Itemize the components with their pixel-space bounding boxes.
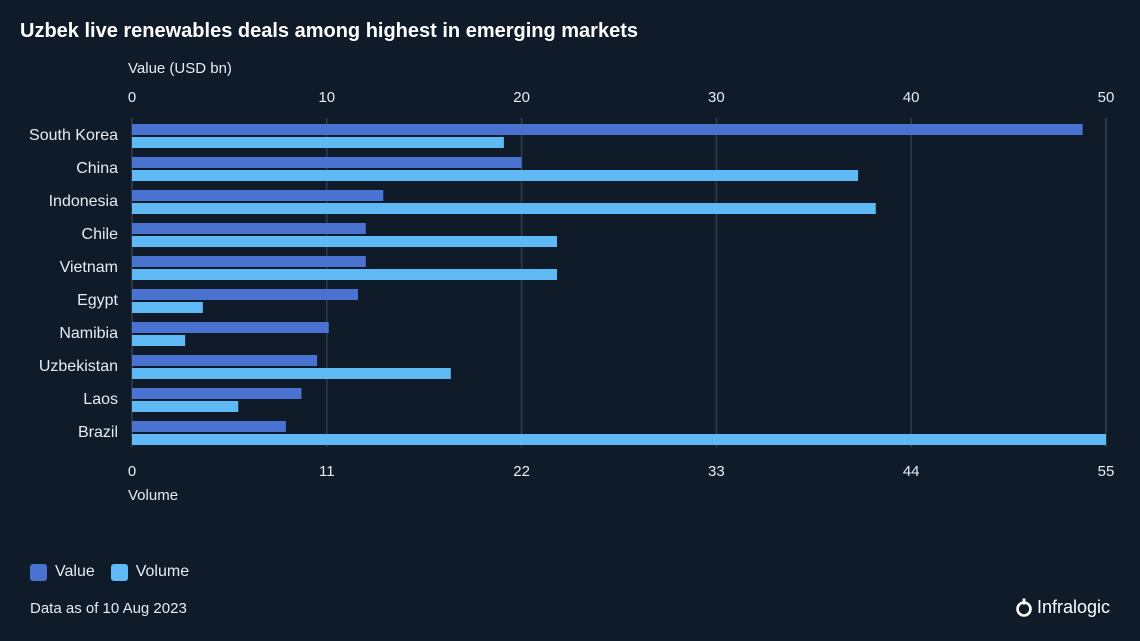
bottom-tick-label: 33	[708, 463, 725, 480]
category-label: Uzbekistan	[39, 358, 118, 375]
category-label: Laos	[83, 391, 118, 408]
bar-volume	[132, 335, 186, 346]
bar-value	[132, 157, 522, 168]
category-label: Vietnam	[60, 259, 118, 276]
bar-value	[132, 223, 366, 234]
top-tick-label: 40	[903, 89, 920, 106]
category-label: Indonesia	[49, 193, 118, 210]
brand-logo: Infralogic	[1015, 597, 1110, 618]
bar-value	[132, 256, 366, 267]
bar-volume	[132, 302, 203, 313]
category-label: China	[76, 160, 118, 177]
bar-value	[132, 124, 1083, 135]
bar-volume	[132, 434, 1106, 445]
footnote: Data as of 10 Aug 2023	[30, 600, 187, 617]
bar-chart: 0 10 20 30 40 50 0 11 22 33 44 55 South Korea China In…	[29, 89, 1115, 480]
infralogic-logo-icon	[1016, 598, 1032, 617]
legend-label-volume: Volume	[135, 563, 190, 580]
bottom-tick-label: 22	[513, 463, 530, 480]
top-tick-label: 50	[1098, 89, 1115, 106]
bar-value	[132, 190, 384, 201]
legend-label-value: Value	[55, 563, 95, 580]
bar-volume	[132, 269, 558, 280]
top-tick-label: 10	[318, 89, 335, 106]
bar-volume	[132, 368, 451, 379]
brand-name: Infralogic	[1036, 597, 1110, 617]
top-tick-label: 0	[128, 89, 136, 106]
top-tick-label: 20	[513, 89, 530, 106]
legend-swatch-value	[30, 563, 47, 581]
bar-volume	[132, 203, 876, 214]
category-label: Namibia	[59, 325, 118, 342]
chart-title: Uzbek live renewables deals among highes…	[20, 20, 638, 42]
legend: Value Volume	[30, 563, 189, 581]
bar-value	[132, 388, 302, 399]
category-label: Chile	[82, 226, 119, 243]
top-tick-label: 30	[708, 89, 725, 106]
legend-item-volume[interactable]: Volume	[110, 563, 190, 581]
category-label: Egypt	[77, 292, 118, 309]
bar-value	[132, 289, 358, 300]
bottom-tick-label: 0	[128, 463, 136, 480]
category-label: Brazil	[78, 424, 118, 441]
bar-volume	[132, 401, 239, 412]
legend-swatch-volume	[110, 563, 128, 581]
bar-volume	[132, 170, 859, 181]
bottom-axis-title: Volume	[128, 487, 179, 504]
legend-item-value[interactable]: Value	[30, 563, 95, 581]
bar-value	[132, 322, 329, 333]
top-axis-title: Value (USD bn)	[128, 60, 232, 77]
bottom-tick-label: 55	[1098, 463, 1115, 480]
bar-volume	[132, 236, 558, 247]
category-label: South Korea	[29, 127, 118, 144]
bottom-tick-label: 44	[903, 463, 920, 480]
bar-value	[132, 355, 318, 366]
bottom-tick-label: 11	[319, 463, 335, 480]
bar-value	[132, 421, 286, 432]
bar-volume	[132, 137, 504, 148]
